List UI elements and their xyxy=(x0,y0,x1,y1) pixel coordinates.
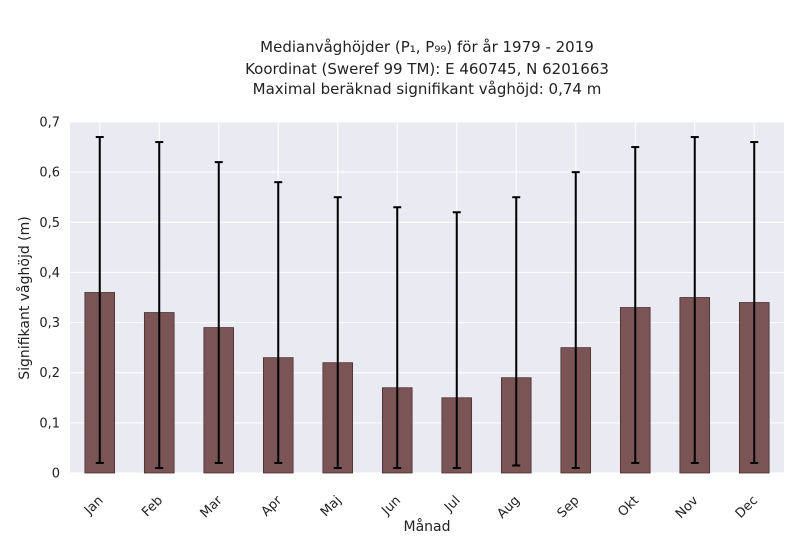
error-bar-sep xyxy=(571,171,580,469)
x-tick-label-sep: Sep xyxy=(555,493,583,521)
y-tick-label: 0,4 xyxy=(39,266,60,281)
y-tick-label: 0,3 xyxy=(39,316,60,331)
error-bar-jan xyxy=(95,136,104,464)
y-tick-label: 0 xyxy=(52,467,60,482)
error-bar-dec xyxy=(750,141,759,464)
x-tick-label-jul: Jul xyxy=(441,493,463,515)
x-tick-label-jun: Jun xyxy=(378,493,404,519)
y-tick-label: 0,7 xyxy=(39,116,60,131)
x-tick-label-dec: Dec xyxy=(733,493,761,521)
error-bar-apr xyxy=(274,181,283,464)
error-bar-okt xyxy=(631,146,640,464)
x-tick-label-aug: Aug xyxy=(495,493,524,522)
error-bar-feb xyxy=(155,141,164,469)
error-bar-mar xyxy=(214,161,223,464)
x-tick-label-okt: Okt xyxy=(615,493,642,520)
chart-title-line-2: Koordinat (Sweref 99 TM): E 460745, N 62… xyxy=(245,60,609,78)
x-tick-label-maj: Maj xyxy=(318,493,345,520)
x-tick-label-feb: Feb xyxy=(139,493,166,520)
error-bars xyxy=(95,136,759,469)
x-tick-label-nov: Nov xyxy=(673,493,702,522)
x-axis-label: Månad xyxy=(404,518,451,535)
x-tick-label-mar: Mar xyxy=(198,493,226,521)
y-tick-label: 0,6 xyxy=(39,166,60,181)
x-tick-label-apr: Apr xyxy=(259,493,286,520)
error-bar-maj xyxy=(333,196,342,469)
chart-title: Medianvåghöjder (P₁, P₉₉) för år 1979 - … xyxy=(245,38,609,98)
error-bar-jun xyxy=(393,206,402,469)
y-tick-label: 0,5 xyxy=(39,216,60,231)
y-tick-label: 0,1 xyxy=(39,416,60,431)
error-bar-nov xyxy=(690,136,699,464)
y-tick-label: 0,2 xyxy=(39,366,60,381)
chart-title-line-3: Maximal beräknad signifikant våghöjd: 0,… xyxy=(253,80,602,98)
y-axis-label: Signifikant våghöjd (m) xyxy=(16,216,33,379)
x-tick-label-jan: Jan xyxy=(81,493,106,518)
y-axis-ticks: 0 0,1 0,2 0,3 0,4 0,5 0,6 0,7 xyxy=(39,116,60,482)
plot-area xyxy=(70,122,784,473)
chart-title-line-1: Medianvåghöjder (P₁, P₉₉) för år 1979 - … xyxy=(260,38,594,56)
error-bar-aug xyxy=(512,196,521,467)
x-axis-ticks: Jan Feb Mar Apr Maj Jun Jul Aug Sep Okt Nov Dec xyxy=(81,493,761,522)
error-bar-jul xyxy=(452,211,461,469)
